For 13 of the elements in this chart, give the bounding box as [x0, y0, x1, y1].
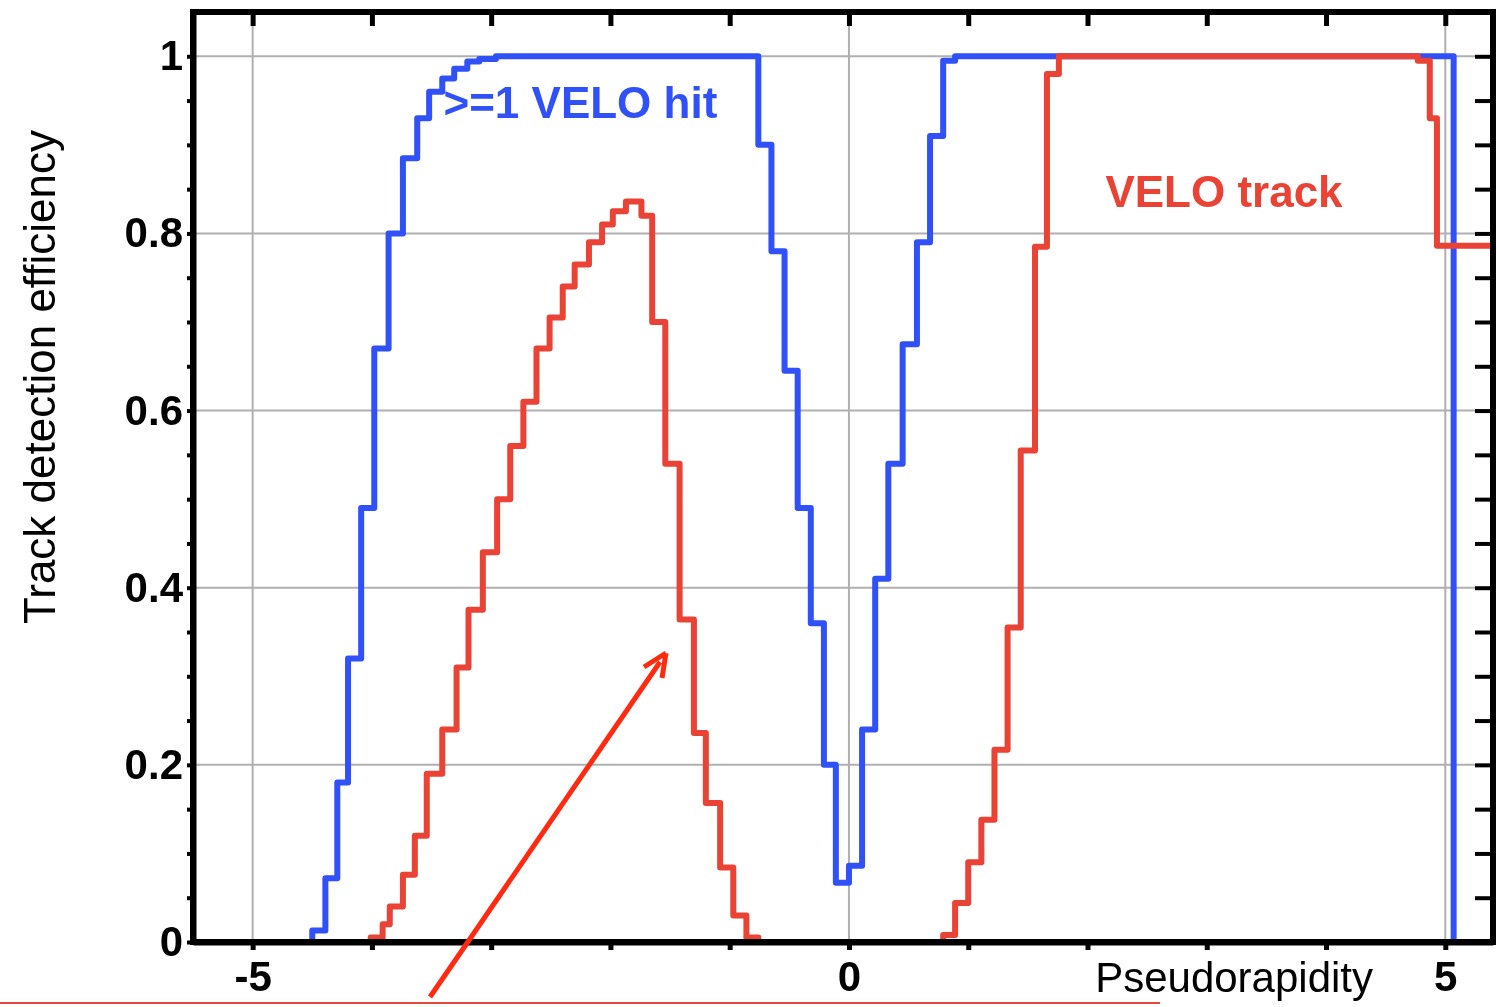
series-label: >=1 VELO hit: [443, 78, 718, 128]
y-tick-label: 0.8: [124, 209, 183, 257]
y-axis-title: Track detection efficiency: [15, 129, 64, 625]
y-tick-label: 1: [159, 32, 183, 80]
x-tick-label: 5: [1434, 952, 1458, 1000]
x-axis-title: Pseudorapidity: [1095, 954, 1373, 1001]
series-label: VELO track: [1105, 166, 1344, 216]
y-tick-label: 0: [159, 917, 183, 965]
x-tick-label: -5: [234, 952, 272, 1000]
x-tick-label: 0: [837, 952, 862, 1000]
y-tick-label: 0.4: [124, 563, 184, 611]
y-tick-label: 0.2: [124, 740, 183, 788]
y-tick-label: 0.6: [124, 386, 183, 434]
